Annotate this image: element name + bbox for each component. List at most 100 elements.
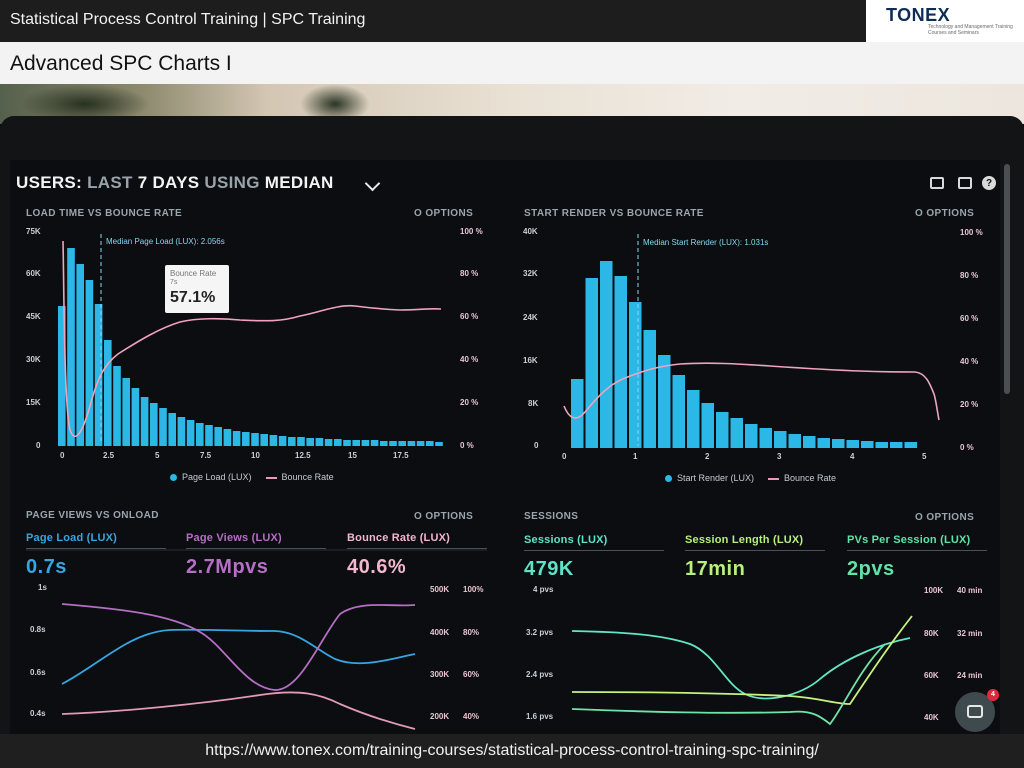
metric-label-pvs-per-session: PVs Per Session (LUX) bbox=[847, 534, 987, 551]
y-tick-right: 40 % bbox=[960, 357, 979, 366]
histogram-bar bbox=[67, 248, 75, 446]
histogram-bar bbox=[701, 403, 714, 448]
sessions-line bbox=[571, 630, 911, 700]
histogram-bar bbox=[288, 437, 296, 446]
y-tick-right: 100% bbox=[463, 585, 484, 594]
load-time-bars bbox=[58, 248, 443, 446]
histogram-bar bbox=[324, 439, 333, 446]
start-render-bars bbox=[571, 261, 917, 448]
histogram-bar bbox=[614, 276, 627, 448]
histogram-bar bbox=[716, 412, 729, 448]
histogram-bar bbox=[150, 403, 158, 446]
metric-label-page-load: Page Load (LUX) bbox=[26, 532, 166, 549]
bounce-rate-line bbox=[563, 362, 940, 421]
y-tick-right: 40% bbox=[463, 712, 480, 721]
dashboard-title[interactable]: USERS: LAST 7 DAYS USING MEDIAN bbox=[16, 173, 334, 193]
histogram-bar bbox=[643, 330, 656, 448]
y-tick-left: 30K bbox=[26, 355, 41, 364]
y-tick-left: 75K bbox=[26, 227, 41, 236]
legend-swatch-line bbox=[768, 477, 780, 480]
histogram-bar bbox=[104, 340, 112, 446]
bounce-rate-tooltip: Bounce Rate 7s 57.1% bbox=[165, 265, 229, 313]
y-tick-right: 40K bbox=[924, 713, 939, 722]
y-tick-left: 4 pvs bbox=[533, 585, 554, 594]
x-tick: 0 bbox=[60, 451, 65, 460]
histogram-bar bbox=[370, 440, 379, 446]
x-tick: 4 bbox=[850, 452, 855, 461]
y-tick-left: 1s bbox=[38, 583, 47, 592]
bounce-rate-line bbox=[62, 240, 442, 437]
histogram-bar bbox=[600, 261, 613, 448]
footer-url[interactable]: https://www.tonex.com/training-courses/s… bbox=[205, 742, 819, 759]
histogram-bar bbox=[687, 390, 700, 448]
histogram-bar bbox=[343, 440, 351, 446]
histogram-bar bbox=[214, 427, 222, 446]
histogram-bar bbox=[890, 442, 903, 448]
x-tick: 2 bbox=[705, 452, 710, 461]
legend-bars-label: Start Render (LUX) bbox=[677, 473, 755, 483]
legend-swatch-bars bbox=[665, 475, 672, 483]
y-tick-right: 100K bbox=[924, 586, 944, 595]
title-users: USERS: bbox=[16, 173, 83, 192]
help-icon[interactable]: ? bbox=[982, 176, 996, 190]
y-tick-right: 80 % bbox=[960, 271, 979, 280]
histogram-bar bbox=[759, 428, 772, 448]
y-tick-right: 0 % bbox=[460, 441, 474, 450]
options-button[interactable]: O OPTIONS bbox=[414, 208, 474, 219]
chart-legend: Page Load (LUX) Bounce Rate bbox=[170, 472, 334, 482]
histogram-bar bbox=[672, 375, 685, 448]
legend-swatch-line bbox=[265, 476, 277, 479]
legend-line-label: Bounce Rate bbox=[784, 473, 837, 483]
y-tick-right: 32 min bbox=[957, 629, 983, 638]
histogram-bar bbox=[585, 278, 598, 448]
course-title: Statistical Process Control Training | S… bbox=[10, 11, 366, 28]
options-button[interactable]: O OPTIONS bbox=[915, 512, 975, 523]
histogram-bar bbox=[269, 435, 278, 446]
options-button[interactable]: O OPTIONS bbox=[414, 511, 474, 522]
title-last: LAST bbox=[87, 173, 133, 192]
histogram-bar bbox=[846, 440, 859, 448]
y-tick-right: 80 % bbox=[460, 269, 479, 278]
histogram-bar bbox=[832, 439, 845, 448]
histogram-bar bbox=[361, 440, 370, 446]
y-tick-right: 60K bbox=[924, 671, 939, 680]
bounce-rate-line bbox=[61, 691, 416, 730]
metric-label-bounce-rate: Bounce Rate (LUX) bbox=[347, 532, 487, 549]
pvs-per-session-line bbox=[571, 643, 886, 726]
panel-title-sessions: SESSIONS bbox=[524, 511, 579, 522]
y-tick-right: 100 % bbox=[960, 228, 983, 237]
metric-value-bounce-rate: 40.6% bbox=[347, 556, 407, 578]
histogram-bar bbox=[861, 441, 874, 448]
y-tick-left: 0.6s bbox=[30, 668, 46, 677]
y-tick-left: 32K bbox=[523, 269, 538, 278]
scrollbar[interactable] bbox=[1004, 164, 1010, 394]
logo-tagline: Technology and Management Training Cours… bbox=[928, 24, 1013, 36]
histogram-bar bbox=[571, 379, 584, 448]
y-tick-right: 80% bbox=[463, 628, 480, 637]
image-icon[interactable] bbox=[958, 177, 972, 189]
options-button[interactable]: O OPTIONS bbox=[915, 208, 975, 219]
title-using: USING bbox=[204, 173, 260, 192]
title-days: 7 DAYS bbox=[137, 173, 200, 192]
histogram-bar bbox=[223, 429, 232, 446]
histogram-bar bbox=[334, 439, 342, 446]
y-tick-left: 0.4s bbox=[30, 709, 46, 718]
chat-icon bbox=[967, 705, 983, 718]
page-views-line bbox=[61, 603, 416, 691]
tooltip-subtitle: 7s bbox=[170, 279, 178, 286]
footer-bar: https://www.tonex.com/training-courses/s… bbox=[0, 734, 1024, 768]
y-tick-left: 45K bbox=[26, 312, 41, 321]
panel-title-load-time: LOAD TIME VS BOUNCE RATE bbox=[26, 208, 183, 219]
notification-badge: 4 bbox=[987, 689, 999, 701]
histogram-bar bbox=[398, 441, 406, 446]
histogram-bar bbox=[58, 306, 66, 446]
y-tick-left: 24K bbox=[523, 313, 538, 322]
histogram-bar bbox=[435, 442, 443, 446]
chart-legend: Start Render (LUX) Bounce Rate bbox=[665, 473, 836, 483]
x-tick: 12.5 bbox=[295, 451, 311, 460]
histogram-bar bbox=[232, 431, 241, 446]
y-tick-right: 100 % bbox=[460, 227, 483, 236]
monitor-icon[interactable] bbox=[930, 177, 944, 189]
histogram-bar bbox=[140, 397, 149, 446]
y-tick-right: 60 % bbox=[960, 314, 979, 323]
